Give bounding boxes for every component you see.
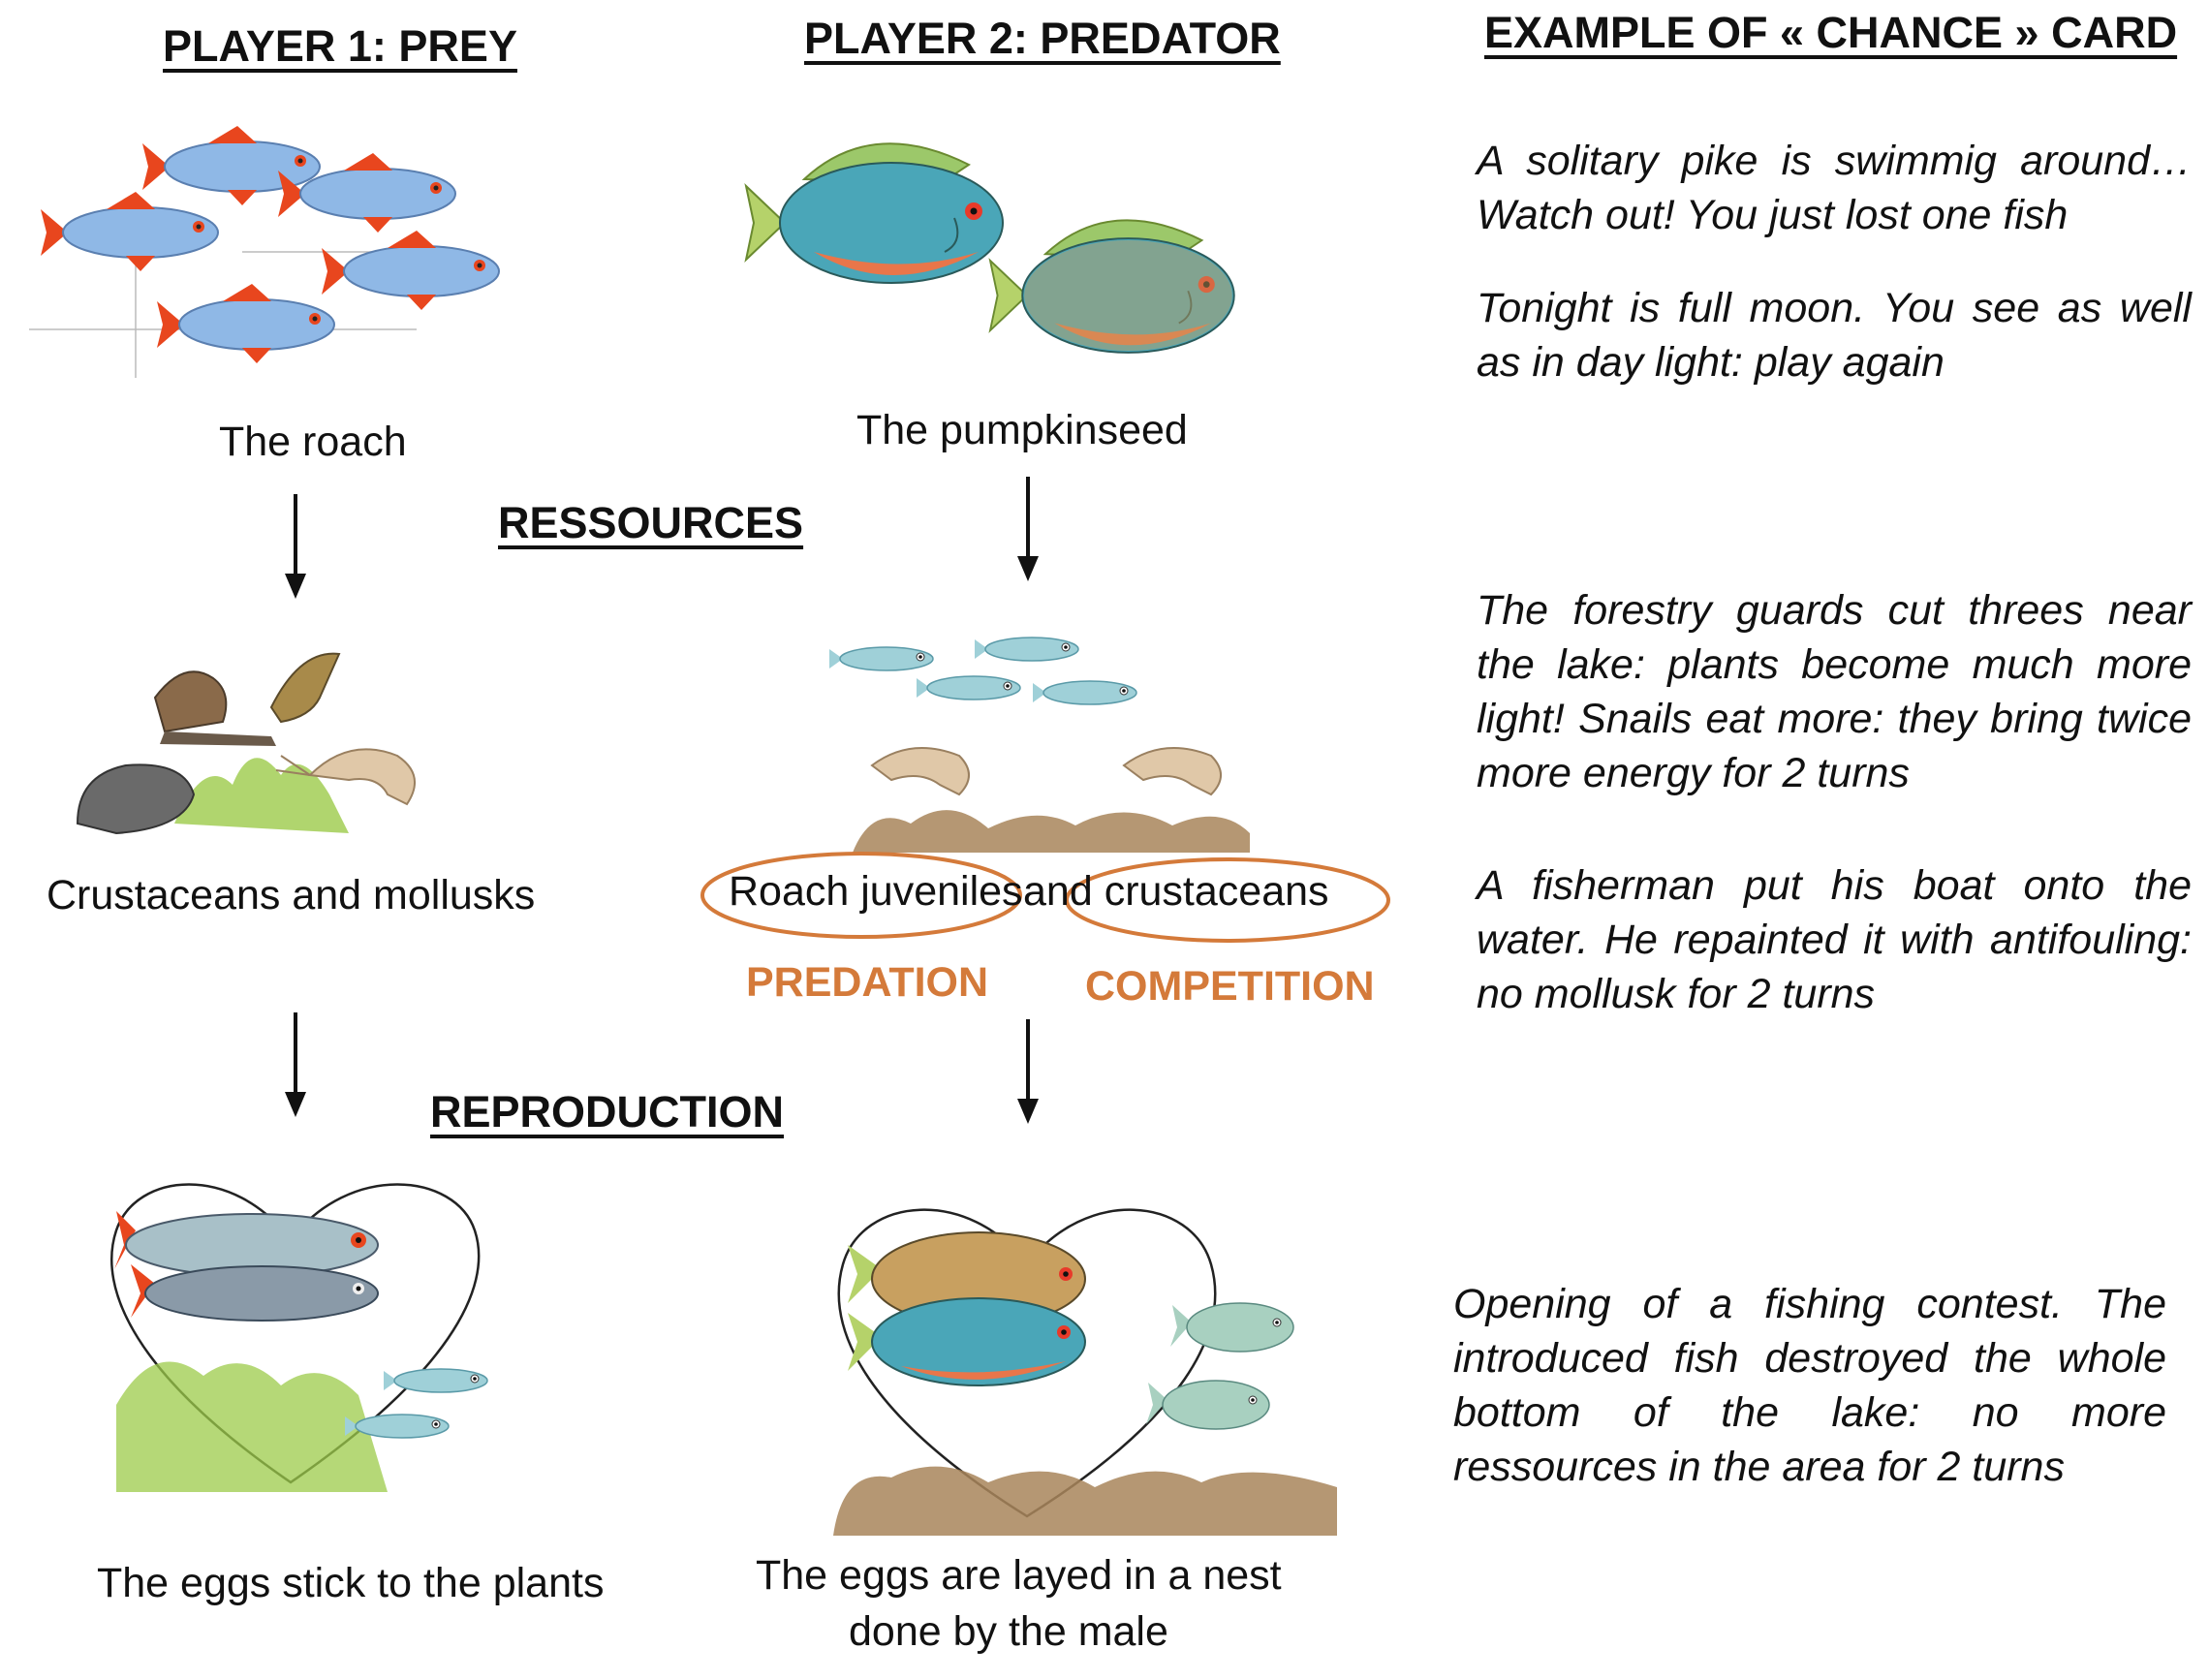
chance-card-forestry-text: The forestry guards cut threes near the … <box>1477 587 2192 796</box>
pumpkinseed-resources-caption-a: Roach juveniles <box>729 868 1023 915</box>
chance-card-full-moon-text: Tonight is full moon. You see as well as… <box>1477 285 2192 386</box>
pumpkinseed-reproduction-caption-line1: The eggs are layed in a nest <box>756 1552 1282 1599</box>
roach-reproduction-caption: The eggs stick to the plants <box>97 1560 605 1606</box>
competition-label: COMPETITION <box>1085 963 1375 1010</box>
chance-card-fishing-contest-text: Opening of a fishing contest. The introd… <box>1453 1281 2166 1490</box>
pumpkinseed-illustration <box>745 142 1235 354</box>
predation-ellipse <box>700 852 1022 939</box>
juveniles-crustaceans-illustration <box>828 637 1250 853</box>
pumpkinseed-reproduction-caption-line2: done by the male <box>849 1608 1168 1655</box>
roach-resources-caption: Crustaceans and mollusks <box>47 872 536 918</box>
predation-label: PREDATION <box>746 959 989 1006</box>
resources-heading: RESSOURCES <box>498 498 804 547</box>
chance-card-fishing-contest: Opening of a fishing contest. The introd… <box>1453 1277 2166 1494</box>
player1-heading: PLAYER 1: PREY <box>163 21 517 71</box>
shrimp-icon <box>275 748 416 806</box>
snail-icon <box>153 670 276 746</box>
chance-card-pike: A solitary pike is swimmig around… Watch… <box>1477 134 2192 242</box>
arrow-pumpkinseed-to-reproduction <box>1017 1019 1039 1124</box>
chance-card-heading: EXAMPLE OF « CHANCE » CARD <box>1484 8 2178 57</box>
reproduction-heading: REPRODUCTION <box>430 1087 785 1136</box>
chance-card-forestry: The forestry guards cut threes near the … <box>1477 583 2192 800</box>
chance-card-fisherman: A fisherman put his boat onto the water.… <box>1477 858 2192 1021</box>
arrow-roach-to-resources <box>285 494 306 599</box>
chance-card-fisherman-text: A fisherman put his boat onto the water.… <box>1477 862 2192 1017</box>
pumpkinseed-reproduction-illustration <box>833 1208 1337 1536</box>
competition-ellipse <box>1065 857 1390 943</box>
chance-card-full-moon: Tonight is full moon. You see as well as… <box>1477 281 2192 389</box>
arrow-roach-to-reproduction <box>285 1012 306 1117</box>
arrow-pumpkinseed-to-resources <box>1017 477 1039 581</box>
pumpkinseed-resources-caption-b: and crustaceans <box>1023 868 1329 915</box>
roach-school-illustration <box>29 125 500 378</box>
roach-caption: The roach <box>219 419 407 465</box>
crustaceans-mollusks-illustration <box>76 652 416 835</box>
roach-reproduction-illustration <box>110 1183 488 1492</box>
pumpkinseed-caption: The pumpkinseed <box>856 407 1188 453</box>
chance-card-pike-text: A solitary pike is swimmig around… Watch… <box>1477 138 2192 238</box>
player2-heading: PLAYER 2: PREDATOR <box>804 14 1281 63</box>
